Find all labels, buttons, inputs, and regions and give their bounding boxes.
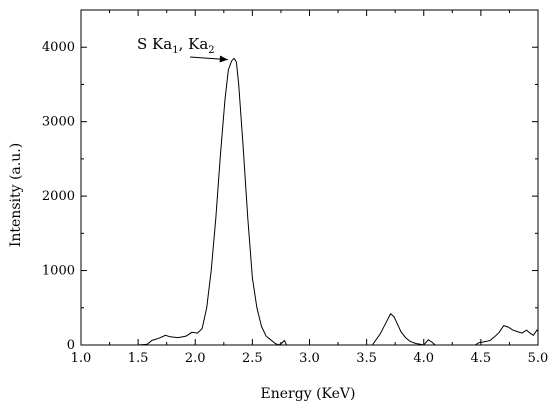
plot-frame <box>80 9 539 346</box>
peak-arrow-head <box>219 55 228 63</box>
x-tick-label: 4.0 <box>413 351 434 366</box>
x-tick-label: 2.5 <box>242 351 263 366</box>
y-tick-label: 4000 <box>42 40 75 55</box>
x-tick-label: 3.0 <box>299 351 320 366</box>
x-tick-label: 4.5 <box>471 351 492 366</box>
y-tick-label: 3000 <box>42 115 75 130</box>
y-axis-ticks: 0 1000 2000 3000 4000 <box>42 40 538 353</box>
y-axis-label: Intensity (a.u.) <box>8 143 24 247</box>
x-tick-label: 2.0 <box>185 351 206 366</box>
y-tick-label: 1000 <box>42 264 75 279</box>
x-tick-label: 1.0 <box>71 351 92 366</box>
spectrum-line <box>138 57 539 346</box>
y-tick-label: 0 <box>67 338 75 353</box>
x-tick-label: 5.0 <box>528 351 549 366</box>
peak-label-sep: , Ka <box>179 35 209 53</box>
peak-label: S Ka1, Ka2 <box>137 35 215 56</box>
x-tick-label: 3.5 <box>356 351 377 366</box>
x-axis-label: Energy (KeV) <box>261 386 356 402</box>
peak-label-sub2: 2 <box>208 45 214 56</box>
peak-annotation: S Ka1, Ka2 <box>137 35 228 63</box>
x-axis-ticks: 1.0 1.5 2.0 2.5 3.0 3.5 4.0 4.5 5.0 <box>71 10 549 366</box>
peak-label-sub1: 1 <box>172 45 178 56</box>
y-tick-label: 2000 <box>42 189 75 204</box>
plot-border <box>80 9 539 346</box>
peak-label-prefix: S Ka <box>137 35 172 53</box>
x-tick-label: 1.5 <box>128 351 149 366</box>
